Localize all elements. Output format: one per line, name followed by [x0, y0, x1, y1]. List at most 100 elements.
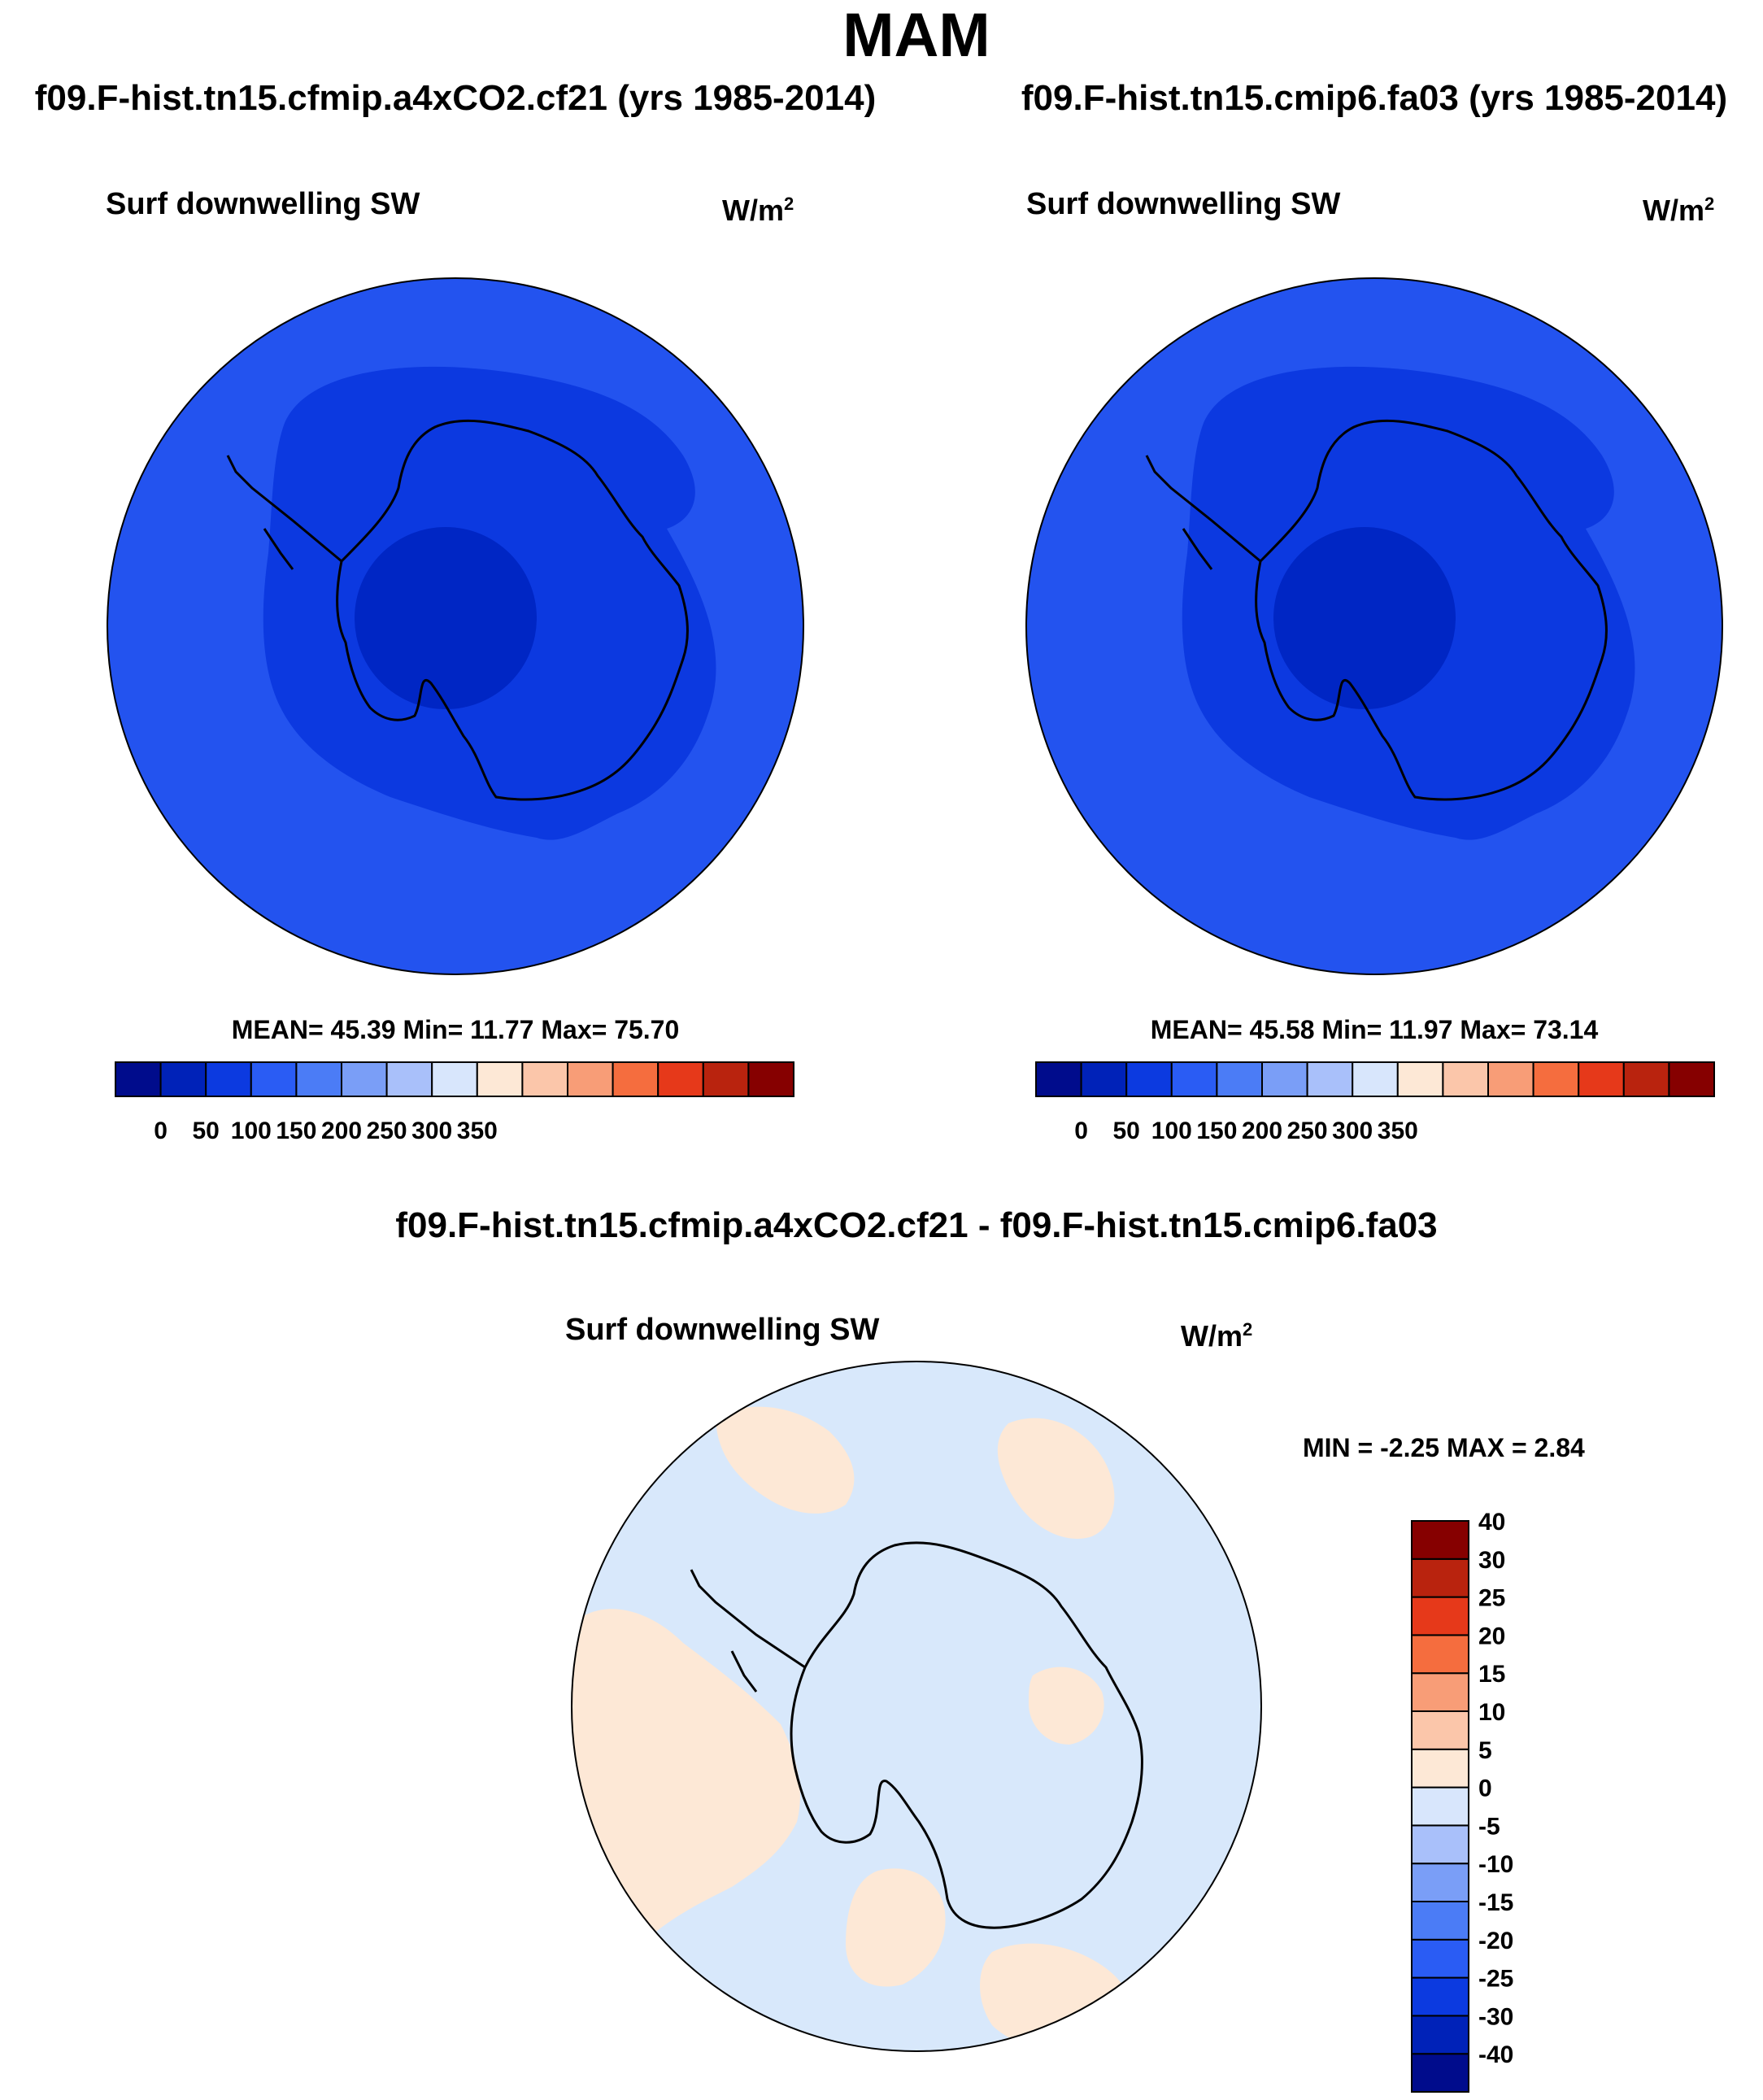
difference-colorbar-tick-label: -10 [1478, 1851, 1513, 1878]
right-colorbar-swatch [1170, 1061, 1218, 1097]
difference-colorbar-swatch [1411, 1824, 1469, 1865]
right-colorbar-tick-label: 250 [1287, 1118, 1328, 1144]
right-panel-units: W/m2 [1643, 194, 1715, 227]
left-colorbar-tick-label: 100 [231, 1118, 272, 1144]
left-colorbar-swatch [385, 1061, 433, 1097]
right-colorbar-tick-label: 200 [1242, 1118, 1282, 1144]
right-colorbar-tick-label: 0 [1074, 1118, 1088, 1144]
right-panel-case-title: f09.F-hist.tn15.cmip6.fa03 (yrs 1985-201… [1021, 78, 1728, 118]
left-inner-core [355, 527, 537, 709]
difference-colorbar-swatch [1411, 1748, 1469, 1788]
left-colorbar-tick-label: 300 [411, 1118, 452, 1144]
difference-colorbar-swatch [1411, 1558, 1469, 1598]
right-map [1026, 278, 1722, 974]
left-colorbar-swatch [476, 1061, 524, 1097]
difference-map [572, 1362, 1261, 2051]
difference-colorbar-swatch [1411, 1786, 1469, 1827]
left-colorbar-tick-label: 0 [154, 1118, 168, 1144]
left-colorbar-swatch [702, 1061, 750, 1097]
right-colorbar-swatch [1442, 1061, 1490, 1097]
difference-colorbar-tick-label: -20 [1478, 1928, 1513, 1954]
difference-colorbar-swatch [1411, 1901, 1469, 1941]
difference-colorbar-tick-label: 30 [1478, 1547, 1505, 1574]
difference-colorbar-tick-label: 40 [1478, 1509, 1505, 1536]
right-colorbar: 0 50 100 150 200 250 300 350 [1035, 1061, 1715, 1144]
left-peninsula [226, 455, 342, 570]
left-panel-stats: MEAN= 45.39 Min= 11.77 Max= 75.70 [231, 1015, 680, 1044]
difference-positive-region-north [716, 1406, 855, 1514]
difference-coastline [790, 1541, 1143, 1929]
left-panel-variable: Surf downwelling SW [106, 187, 420, 221]
difference-colorbar-tick-label: 5 [1478, 1737, 1492, 1764]
right-colorbar-swatch [1532, 1061, 1580, 1097]
left-colorbar-tick-label: 150 [276, 1118, 316, 1144]
right-colorbar-swatch [1306, 1061, 1354, 1097]
right-colorbar-tick-label: 150 [1196, 1118, 1237, 1144]
left-panel-units: W/m2 [722, 194, 794, 227]
left-colorbar-tick-label: 250 [367, 1118, 407, 1144]
left-colorbar-swatch [612, 1061, 659, 1097]
left-colorbar-swatch [657, 1061, 704, 1097]
right-panel-stats: MEAN= 45.58 Min= 11.97 Max= 73.14 [1150, 1015, 1599, 1044]
right-coastline [1255, 419, 1608, 801]
right-colorbar-swatch [1035, 1061, 1082, 1097]
right-inner-core [1273, 527, 1456, 709]
right-colorbar-swatch [1668, 1061, 1715, 1097]
right-colorbar-swatch [1080, 1061, 1128, 1097]
right-colorbar-swatch [1487, 1061, 1534, 1097]
difference-colorbar-tick-label: -25 [1478, 1966, 1513, 1993]
difference-panel-stats: MIN = -2.25 MAX = 2.84 [1303, 1433, 1585, 1462]
right-colorbar-tick-label: 50 [1113, 1118, 1140, 1144]
difference-colorbar-tick-label: -40 [1478, 2041, 1513, 2068]
difference-peninsula [690, 1569, 806, 1693]
right-panel-variable: Surf downwelling SW [1026, 187, 1341, 221]
left-colorbar: 0 50 100 150 200 250 300 350 [115, 1061, 795, 1144]
difference-colorbar-swatch [1411, 1710, 1469, 1750]
difference-colorbar-tick-label: 25 [1478, 1585, 1505, 1612]
left-panel-case-title: f09.F-hist.tn15.cfmip.a4xCO2.cf21 (yrs 1… [34, 78, 877, 118]
left-colorbar-swatch [431, 1061, 478, 1097]
right-colorbar-tick-label: 300 [1332, 1118, 1373, 1144]
difference-colorbar-swatch [1411, 1938, 1469, 1979]
difference-colorbar: -40 -30 -25 -20 -15 -10 -5 0 5 10 15 20 25 30 40 [1411, 1509, 1513, 2093]
difference-colorbar-tick-label: -30 [1478, 2003, 1513, 2030]
difference-panel-units: W/m2 [1181, 1319, 1253, 1353]
left-colorbar-tick-label: 200 [321, 1118, 362, 1144]
right-colorbar-tick-label: 350 [1378, 1118, 1418, 1144]
difference-positive-region-south [846, 1868, 946, 1987]
left-colorbar-swatch [250, 1061, 298, 1097]
difference-colorbar-tick-label: 10 [1478, 1699, 1505, 1726]
right-colorbar-swatch [1125, 1061, 1173, 1097]
right-colorbar-swatch [1578, 1061, 1625, 1097]
left-colorbar-swatch [747, 1061, 795, 1097]
difference-positive-region-east [1029, 1666, 1104, 1745]
difference-colorbar-tick-label: -5 [1478, 1813, 1500, 1840]
difference-colorbar-swatch [1411, 2053, 1469, 2093]
right-colorbar-swatch [1396, 1061, 1444, 1097]
difference-colorbar-swatch [1411, 2015, 1469, 2055]
left-colorbar-swatch [341, 1061, 388, 1097]
difference-map-border [571, 1361, 1262, 2052]
difference-colorbar-swatch [1411, 1672, 1469, 1712]
right-peninsula [1145, 455, 1261, 570]
difference-panel-variable: Surf downwelling SW [565, 1313, 880, 1347]
difference-colorbar-swatch [1411, 1634, 1469, 1675]
difference-colorbar-swatch [1411, 1596, 1469, 1636]
left-map [107, 278, 803, 974]
difference-colorbar-tick-label: 15 [1478, 1661, 1505, 1688]
left-colorbar-swatch [115, 1061, 162, 1097]
left-colorbar-tick-label: 350 [457, 1118, 498, 1144]
difference-colorbar-tick-label: 0 [1478, 1775, 1492, 1802]
right-map-border [1025, 277, 1723, 975]
left-colorbar-tick-label: 50 [193, 1118, 220, 1144]
left-colorbar-swatch [159, 1061, 207, 1097]
left-colorbar-swatch [205, 1061, 252, 1097]
right-colorbar-swatch [1352, 1061, 1399, 1097]
difference-colorbar-swatch [1411, 1863, 1469, 1902]
left-colorbar-swatch [295, 1061, 342, 1097]
left-colorbar-swatch [567, 1061, 614, 1097]
right-colorbar-swatch [1216, 1061, 1264, 1097]
right-colorbar-tick-label: 100 [1151, 1118, 1192, 1144]
difference-colorbar-tick-label: -15 [1478, 1889, 1513, 1916]
difference-colorbar-swatch [1411, 1976, 1469, 2017]
